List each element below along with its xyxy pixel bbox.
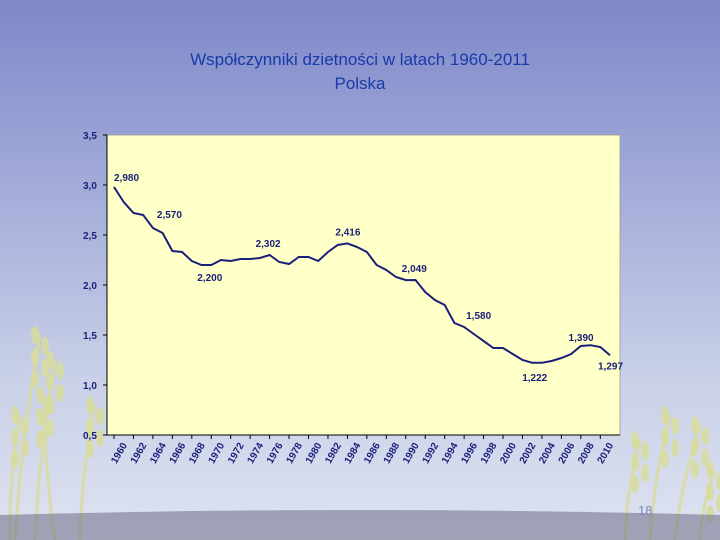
wheat-grain <box>31 370 39 388</box>
x-tick-label: 1980 <box>304 441 325 466</box>
wheat-grain <box>86 440 94 458</box>
wheat-grain <box>36 408 44 426</box>
data-label: 1,580 <box>466 311 491 322</box>
x-tick-label: 1960 <box>109 441 130 466</box>
wheat-grain <box>46 397 54 415</box>
wheat-grain <box>36 386 44 404</box>
y-tick-label: 1,5 <box>83 331 97 342</box>
wheat-grain <box>96 407 104 425</box>
wheat-grain <box>691 438 699 456</box>
x-tick-label: 1992 <box>421 441 442 466</box>
ground-strip <box>0 510 720 540</box>
wheat-grain <box>86 396 94 414</box>
wheat-grain <box>11 428 19 446</box>
plot-area <box>106 134 621 436</box>
data-labels: 2,980 2,570 2,200 2,302 2,416 2,049 1,580 1,222… <box>114 173 623 384</box>
wheat-grain <box>31 326 39 344</box>
wheat-grain <box>701 427 709 445</box>
x-tick-label: 1994 <box>440 441 461 466</box>
data-label: 2,570 <box>157 210 182 221</box>
wheat-grain <box>661 450 669 468</box>
wheat-grain <box>31 348 39 366</box>
x-tick-label: 1968 <box>187 441 208 466</box>
x-tick-label: 1962 <box>129 441 150 466</box>
y-tick-label: 0,5 <box>83 431 97 442</box>
y-tick-label: 3,5 <box>83 131 97 142</box>
x-tick-label: 1982 <box>323 441 344 466</box>
wheat-grain <box>11 450 19 468</box>
data-label: 2,416 <box>335 227 360 238</box>
series-group <box>113 186 611 364</box>
wheat-grain <box>46 351 54 369</box>
data-label: 1,390 <box>569 333 594 344</box>
x-tick-label: 2010 <box>596 441 617 466</box>
series-line <box>113 186 611 364</box>
x-tick-label: 1974 <box>245 441 266 466</box>
x-tick-label: 1986 <box>362 441 383 466</box>
wheat-grain <box>21 417 29 435</box>
wheat-grain <box>706 483 714 501</box>
wheat-grain <box>716 494 720 512</box>
wheat-grain <box>41 337 49 355</box>
x-tick-label: 2000 <box>498 441 519 466</box>
data-label: 1,297 <box>598 361 623 372</box>
data-label: 2,302 <box>256 239 281 250</box>
wheat-decoration <box>0 326 720 540</box>
wheat-grain <box>36 430 44 448</box>
x-tick-label: 2006 <box>557 441 578 466</box>
wheat-grain <box>631 475 639 493</box>
wheat-grain <box>706 461 714 479</box>
data-label: 1,222 <box>522 373 547 384</box>
x-tick-labels: 1960196219641966196819701972197419761978… <box>109 435 616 466</box>
x-tick-label: 2004 <box>537 441 558 466</box>
data-label: 2,049 <box>402 264 427 275</box>
x-tick-label: 1978 <box>284 441 305 466</box>
wheat-grain <box>11 406 19 424</box>
x-tick-label: 1966 <box>168 441 189 466</box>
wheat-grain <box>21 439 29 457</box>
wheat-grain <box>716 472 720 490</box>
page-number: 18 <box>638 503 653 518</box>
wheat-grain <box>661 428 669 446</box>
y-tick-label: 2,0 <box>83 281 97 292</box>
data-label: 2,980 <box>114 173 139 184</box>
wheat-grain <box>691 460 699 478</box>
wheat-grain <box>641 442 649 460</box>
wheat-grain <box>96 429 104 447</box>
wheat-grain <box>691 416 699 434</box>
x-tick-label: 1970 <box>207 441 228 466</box>
wheat-grain <box>661 406 669 424</box>
x-tick-label: 2008 <box>576 441 597 466</box>
y-tick-label: 2,5 <box>83 231 97 242</box>
wheat-grain <box>671 439 679 457</box>
y-tick-labels: 3,5 3,0 2,5 2,0 1,5 1,0 0,5 <box>83 131 107 442</box>
wheat-grain <box>56 362 64 380</box>
wheat-grain <box>671 417 679 435</box>
wheat-grain <box>641 464 649 482</box>
chart-title-line1: Współczynniki dzietności w latach 1960-2… <box>190 50 530 69</box>
x-tick-label: 1998 <box>479 441 500 466</box>
x-tick-label: 1984 <box>343 441 364 466</box>
wheat-grain <box>701 449 709 467</box>
x-tick-label: 2002 <box>518 441 539 466</box>
chart-title-line2: Polska <box>334 74 386 93</box>
y-tick-label: 1,0 <box>83 381 97 392</box>
x-tick-label: 1988 <box>382 441 403 466</box>
x-tick-label: 1964 <box>148 441 169 466</box>
x-tick-label: 1972 <box>226 441 247 466</box>
x-tick-label: 1990 <box>401 441 422 466</box>
wheat-grain <box>86 418 94 436</box>
y-tick-label: 3,0 <box>83 181 97 192</box>
wheat-grain <box>46 419 54 437</box>
x-tick-label: 1976 <box>265 441 286 466</box>
wheat-grain <box>631 453 639 471</box>
wheat-grain <box>46 373 54 391</box>
wheat-grain <box>56 384 64 402</box>
data-label: 2,200 <box>197 273 222 284</box>
x-tick-label: 1996 <box>459 441 480 466</box>
wheat-grain <box>631 431 639 449</box>
